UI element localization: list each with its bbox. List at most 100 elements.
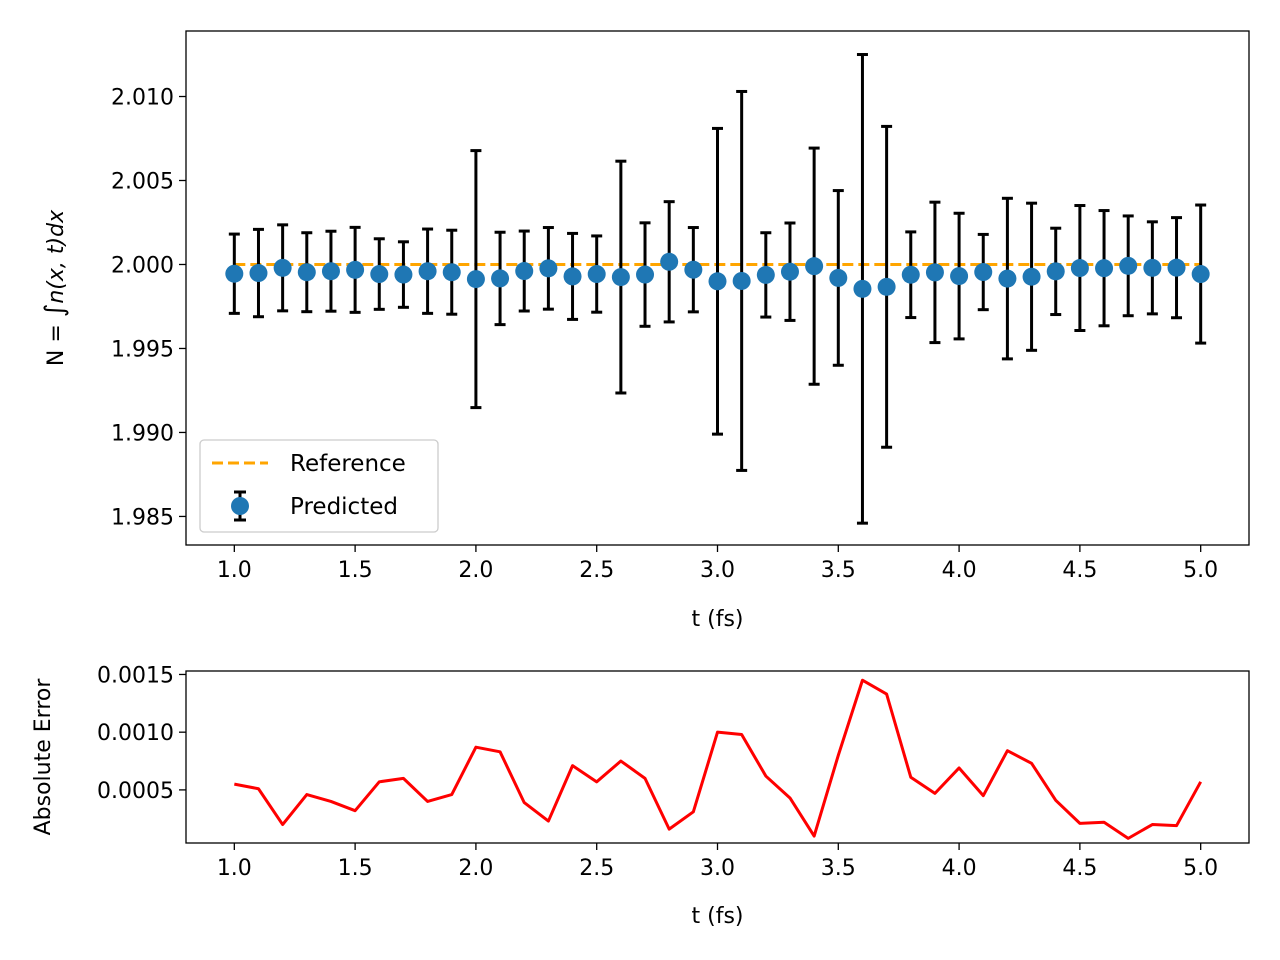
bottom-y-axis: 0.0005 0.0010 0.0015 [97, 663, 186, 804]
predicted-point-group [611, 159, 630, 395]
predicted-point-group [466, 149, 485, 410]
predicted-point-group [297, 231, 316, 314]
predicted-point [684, 260, 703, 279]
top-x-tick-label: 4.0 [942, 558, 977, 583]
bottom-plot-marks [234, 678, 1202, 840]
top-panel-total-charge: 1.0 1.5 2.0 2.5 3.0 3.5 4.0 4.5 5.0 1.9851.9901.… [40, 30, 1250, 632]
top-y-axis: 1.985 1.990 1.995 2.000 2.005 2.010 [111, 86, 186, 530]
predicted-point [1143, 258, 1162, 277]
legend: Reference Predicted [199, 439, 439, 533]
legend-reference-label: Reference [290, 451, 406, 477]
predicted-point [587, 265, 606, 284]
bottom-y-axis-label: Absolute Error [31, 678, 56, 836]
predicted-point-group [925, 200, 944, 345]
legend-predicted-marker [231, 497, 249, 515]
top-x-axis: 1.0 1.5 2.0 2.5 3.0 3.5 4.0 4.5 5.0 [217, 545, 1218, 583]
predicted-point [805, 257, 824, 276]
predicted-point [249, 264, 268, 283]
predicted-point-group [829, 189, 848, 367]
bottom-panel-absolute-error: 1.0 1.5 2.0 2.5 3.0 3.5 4.0 4.5 5.0 0.0005 0.0010… [31, 663, 1250, 929]
top-x-tick-label: 3.0 [700, 558, 735, 583]
top-y-tick-label: 2.010 [111, 86, 174, 111]
predicted-point-group [1167, 216, 1186, 320]
predicted-point [1167, 258, 1186, 277]
top-x-tick-label: 2.0 [458, 558, 493, 583]
predicted-point-group [1070, 204, 1089, 332]
predicted-point [853, 279, 872, 298]
predicted-point-group [1095, 209, 1114, 328]
y-label-expression: n(x, t)dx [44, 209, 69, 304]
top-x-tick-label: 1.5 [338, 558, 373, 583]
bottom-y-tick-label: 0.0010 [97, 721, 174, 746]
predicted-point [708, 272, 727, 291]
predicted-point-group [660, 200, 679, 324]
predicted-point [515, 262, 534, 281]
predicted-point-group [805, 146, 824, 386]
top-x-tick-label: 5.0 [1183, 558, 1218, 583]
predicted-point-group [684, 226, 703, 314]
bottom-x-tick-label: 1.5 [338, 856, 373, 881]
legend-predicted-label: Predicted [290, 494, 398, 520]
predicted-point [491, 269, 510, 288]
absolute-error-line [234, 678, 1202, 840]
predicted-point-group [563, 231, 582, 321]
predicted-point [466, 270, 485, 289]
predicted-point-group [1022, 201, 1041, 352]
bottom-x-tick-label: 2.0 [458, 856, 493, 881]
top-x-axis-label: t (fs) [692, 607, 744, 632]
bottom-x-axis-label: t (fs) [692, 904, 744, 929]
predicted-point-group [321, 229, 340, 313]
predicted-point-group [1119, 214, 1138, 318]
predicted-point-group [636, 221, 655, 328]
top-y-tick-label: 1.995 [111, 337, 174, 362]
predicted-point-group [491, 230, 510, 327]
bottom-x-tick-label: 3.0 [700, 856, 735, 881]
predicted-point-group [756, 231, 775, 319]
predicted-point [974, 263, 993, 282]
predicted-point-group [587, 234, 606, 314]
predicted-point-group [394, 240, 413, 309]
predicted-point [756, 265, 775, 284]
top-y-tick-label: 2.005 [111, 169, 174, 194]
top-x-tick-label: 1.0 [217, 558, 252, 583]
predicted-point [1191, 265, 1210, 284]
predicted-point-group [1143, 220, 1162, 316]
predicted-point-group [877, 124, 896, 449]
predicted-point-group [539, 226, 558, 311]
predicted-point [346, 260, 365, 279]
bottom-x-axis: 1.0 1.5 2.0 2.5 3.0 3.5 4.0 4.5 5.0 [217, 843, 1218, 881]
bottom-x-tick-label: 4.5 [1062, 856, 1097, 881]
predicted-point-group [418, 227, 437, 315]
predicted-point [877, 277, 896, 296]
predicted-point [297, 263, 316, 282]
predicted-point [418, 262, 437, 281]
predicted-point-group [732, 89, 751, 472]
top-x-tick-label: 2.5 [579, 558, 614, 583]
top-plot-marks [225, 53, 1210, 525]
top-x-tick-label: 4.5 [1062, 558, 1097, 583]
predicted-point [732, 271, 751, 290]
predicted-point [925, 263, 944, 282]
top-y-tick-label: 2.000 [111, 253, 174, 278]
predicted-point-group [442, 228, 461, 316]
predicted-point [394, 265, 413, 284]
predicted-point [321, 262, 340, 281]
bottom-x-tick-label: 5.0 [1183, 856, 1218, 881]
predicted-point-group [346, 225, 365, 314]
predicted-point [660, 252, 679, 271]
predicted-point [1095, 259, 1114, 278]
predicted-point [442, 263, 461, 282]
predicted-point [273, 258, 292, 277]
predicted-point-group [225, 232, 244, 315]
predicted-point-group [1191, 203, 1210, 345]
predicted-point [829, 268, 848, 287]
predicted-point [636, 265, 655, 284]
predicted-point-group [998, 196, 1017, 361]
predicted-point-group [901, 230, 920, 320]
y-label-integral: ∫ [40, 304, 70, 318]
top-x-tick-label: 3.5 [821, 558, 856, 583]
predicted-point [998, 269, 1017, 288]
predicted-point-group [249, 227, 268, 319]
